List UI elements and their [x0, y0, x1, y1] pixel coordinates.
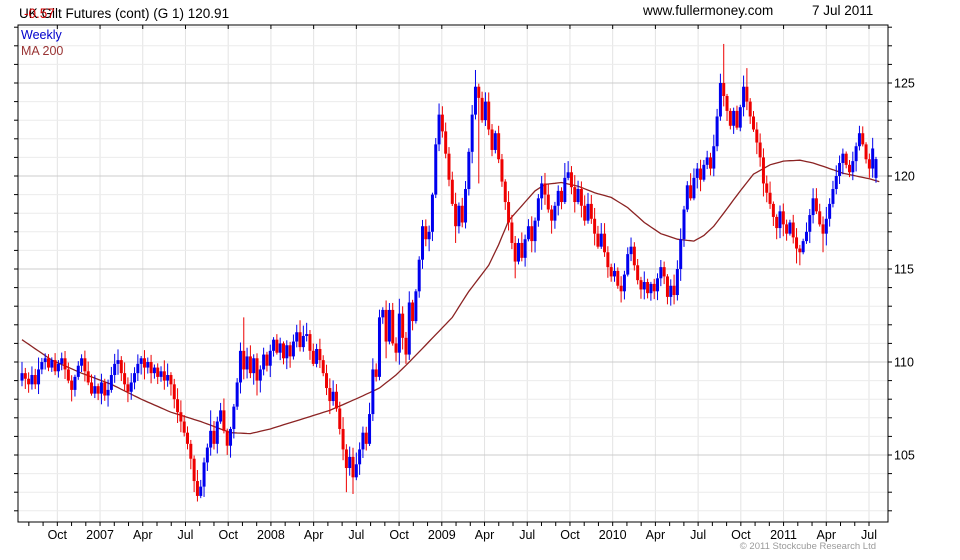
- legend-weekly-label: Weekly: [21, 28, 62, 42]
- svg-text:Oct: Oct: [48, 528, 68, 542]
- svg-text:125: 125: [894, 77, 915, 91]
- plot-border: [17, 24, 889, 523]
- copyright-notice: © 2011 Stockcube Research Ltd: [739, 541, 876, 552]
- svg-text:Apr: Apr: [817, 528, 836, 542]
- svg-text:105: 105: [894, 449, 915, 463]
- x-axis-labels: Oct 2007 Apr Jul Oct 2008 Apr Jul Oct 2009 Apr Jul O…: [48, 528, 877, 542]
- svg-text:110: 110: [894, 356, 914, 370]
- chart-title-text: UK Gilt Futures (cont) (G 1) 120.91: [19, 6, 230, 21]
- svg-text:Jul: Jul: [177, 528, 193, 542]
- svg-text:Oct: Oct: [218, 528, 238, 542]
- legend: Weekly MA 200: [21, 27, 63, 59]
- svg-text:120: 120: [894, 170, 915, 184]
- svg-text:Apr: Apr: [304, 528, 323, 542]
- svg-text:Jul: Jul: [861, 528, 877, 542]
- legend-ma200-label: MA 200: [21, 44, 64, 58]
- svg-text:2009: 2009: [428, 528, 456, 542]
- svg-text:Jul: Jul: [348, 528, 364, 542]
- svg-text:2008: 2008: [257, 528, 285, 542]
- candles-layer: [20, 43, 878, 502]
- svg-text:Jul: Jul: [690, 528, 706, 542]
- svg-text:2011: 2011: [770, 528, 797, 542]
- svg-text:Oct: Oct: [389, 528, 409, 542]
- price-change: -0.57: [24, 6, 55, 21]
- svg-text:Apr: Apr: [646, 528, 665, 542]
- svg-text:Apr: Apr: [475, 528, 494, 542]
- svg-text:Apr: Apr: [133, 528, 152, 542]
- svg-text:2010: 2010: [599, 528, 627, 542]
- svg-text:Oct: Oct: [560, 528, 580, 542]
- axis-ticks: [14, 25, 892, 526]
- ma200-line: [21, 159, 880, 435]
- svg-text:2007: 2007: [86, 528, 114, 542]
- site-label: www.fullermoney.com: [643, 3, 774, 18]
- major-gridlines: [18, 82, 888, 456]
- y-axis-labels: 105 110 115 120 125: [894, 77, 915, 463]
- svg-text:115: 115: [894, 263, 914, 277]
- svg-text:Jul: Jul: [519, 528, 535, 542]
- svg-text:Oct: Oct: [731, 528, 751, 542]
- date-label: 7 Jul 2011: [812, 3, 874, 18]
